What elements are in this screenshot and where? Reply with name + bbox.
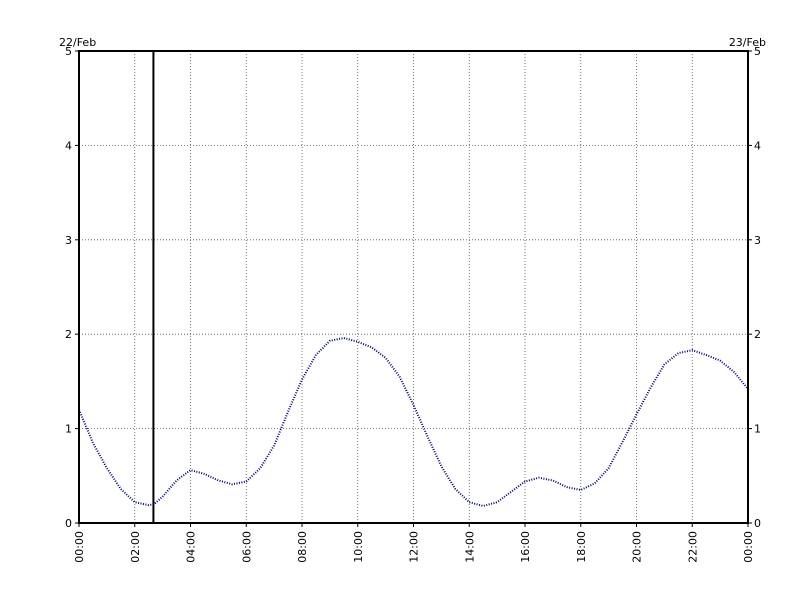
y-tick-label-left: 3 <box>65 234 72 247</box>
x-tick-label: 16:00 <box>519 531 532 563</box>
x-tick-label: 10:00 <box>352 531 365 563</box>
y-tick-label-right: 4 <box>754 139 761 152</box>
grid-lines <box>79 51 748 523</box>
x-tick-label: 08:00 <box>296 531 309 563</box>
y-tick-label-left: 4 <box>65 139 72 152</box>
x-tick-label: 14:00 <box>463 531 476 563</box>
x-tick-label: 00:00 <box>73 531 86 563</box>
x-tick-label: 20:00 <box>631 531 644 563</box>
y-tick-label-right: 3 <box>754 234 761 247</box>
x-tick-label: 22:00 <box>686 531 699 563</box>
plot-border <box>78 50 749 524</box>
date-left-label: 22/Feb <box>59 36 96 49</box>
date-right-label: 23/Feb <box>729 36 766 49</box>
x-tick-label: 00:00 <box>742 531 755 563</box>
y-tick-label-right: 1 <box>754 423 761 436</box>
x-tick-label: 04:00 <box>185 531 198 563</box>
tide-height-series <box>78 336 749 508</box>
tick-labels: 0 0 1 1 2 2 3 3 4 4 5 5 00:00 02:00 04:00 06:00 08:00 10:… <box>65 45 761 563</box>
y-tick-label-left: 5 <box>65 45 72 58</box>
y-tick-label-right: 0 <box>754 517 761 530</box>
x-tick-label: 18:00 <box>575 531 588 563</box>
x-tick-label: 06:00 <box>240 531 253 563</box>
y-tick-label-left: 0 <box>65 517 72 530</box>
y-tick-label-left: 2 <box>65 328 72 341</box>
plot-frame <box>78 50 749 524</box>
x-tick-label: 02:00 <box>129 531 142 563</box>
y-tick-label-right: 5 <box>754 45 761 58</box>
y-tick-label-left: 1 <box>65 423 72 436</box>
series-line <box>78 336 749 508</box>
y-tick-label-right: 2 <box>754 328 761 341</box>
x-tick-label: 12:00 <box>408 531 421 563</box>
